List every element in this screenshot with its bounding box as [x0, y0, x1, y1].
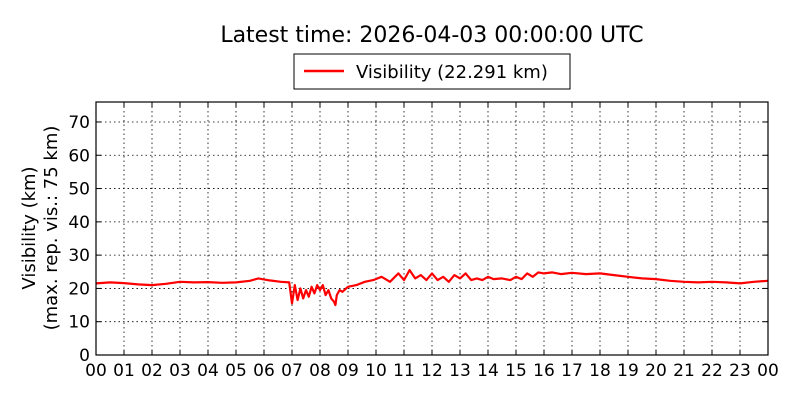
plot-frame: [95, 101, 769, 356]
x-tick-label: 12: [421, 361, 443, 381]
y-axis-label-line-1: Visibility (km): [19, 166, 40, 289]
x-tick-label: 00: [757, 361, 779, 381]
y-tick-label: 60: [68, 146, 90, 166]
x-tick-label: 03: [169, 361, 191, 381]
legend-label: Visibility (22.291 km): [356, 62, 548, 83]
x-tick-label: 04: [197, 361, 219, 381]
x-tick-label: 14: [477, 361, 499, 381]
x-tick-label: 23: [729, 361, 751, 381]
y-axis: 0 10 20 30 40 50 60 70: [68, 113, 768, 366]
x-tick-label: 13: [449, 361, 471, 381]
x-tick-label: 18: [589, 361, 611, 381]
y-tick-label: 30: [68, 246, 90, 266]
x-tick-label: 15: [505, 361, 527, 381]
chart-title: Latest time: 2026-04-03 00:00:00 UTC: [220, 23, 643, 48]
grid: [96, 102, 768, 355]
y-tick-label: 0: [79, 346, 90, 366]
x-tick-label: 01: [113, 361, 135, 381]
series-line-visibility: [95, 269, 769, 307]
y-tick-label: 10: [68, 313, 90, 333]
x-tick-label: 02: [141, 361, 163, 381]
y-tick-label: 70: [68, 113, 90, 133]
y-tick-label: 40: [68, 213, 90, 233]
x-tick-label: 16: [533, 361, 555, 381]
x-tick-label: 22: [701, 361, 723, 381]
legend: Visibility (22.291 km): [293, 53, 571, 90]
y-tick-label: 50: [68, 180, 90, 200]
x-tick-label: 19: [617, 361, 639, 381]
x-tick-label: 10: [365, 361, 387, 381]
x-tick-label: 00: [85, 361, 107, 381]
y-axis-label-line-2: (max. rep. vis.: 75 km): [41, 126, 62, 331]
y-tick-label: 20: [68, 279, 90, 299]
x-tick-label: 06: [253, 361, 275, 381]
x-tick-label: 20: [645, 361, 667, 381]
x-tick-label: 09: [337, 361, 359, 381]
series-layer: [95, 269, 769, 307]
x-tick-label: 05: [225, 361, 247, 381]
y-axis-label: Visibility (km) (max. rep. vis.: 75 km): [19, 126, 62, 331]
x-tick-label: 07: [281, 361, 303, 381]
x-tick-label: 21: [673, 361, 695, 381]
x-tick-label: 11: [393, 361, 415, 381]
x-axis: 00 01 02 03 04 05 06 07 08 09 10 11 12 13 14 15 16 17 18 19…: [85, 102, 779, 381]
x-tick-label: 08: [309, 361, 331, 381]
x-tick-label: 17: [561, 361, 583, 381]
